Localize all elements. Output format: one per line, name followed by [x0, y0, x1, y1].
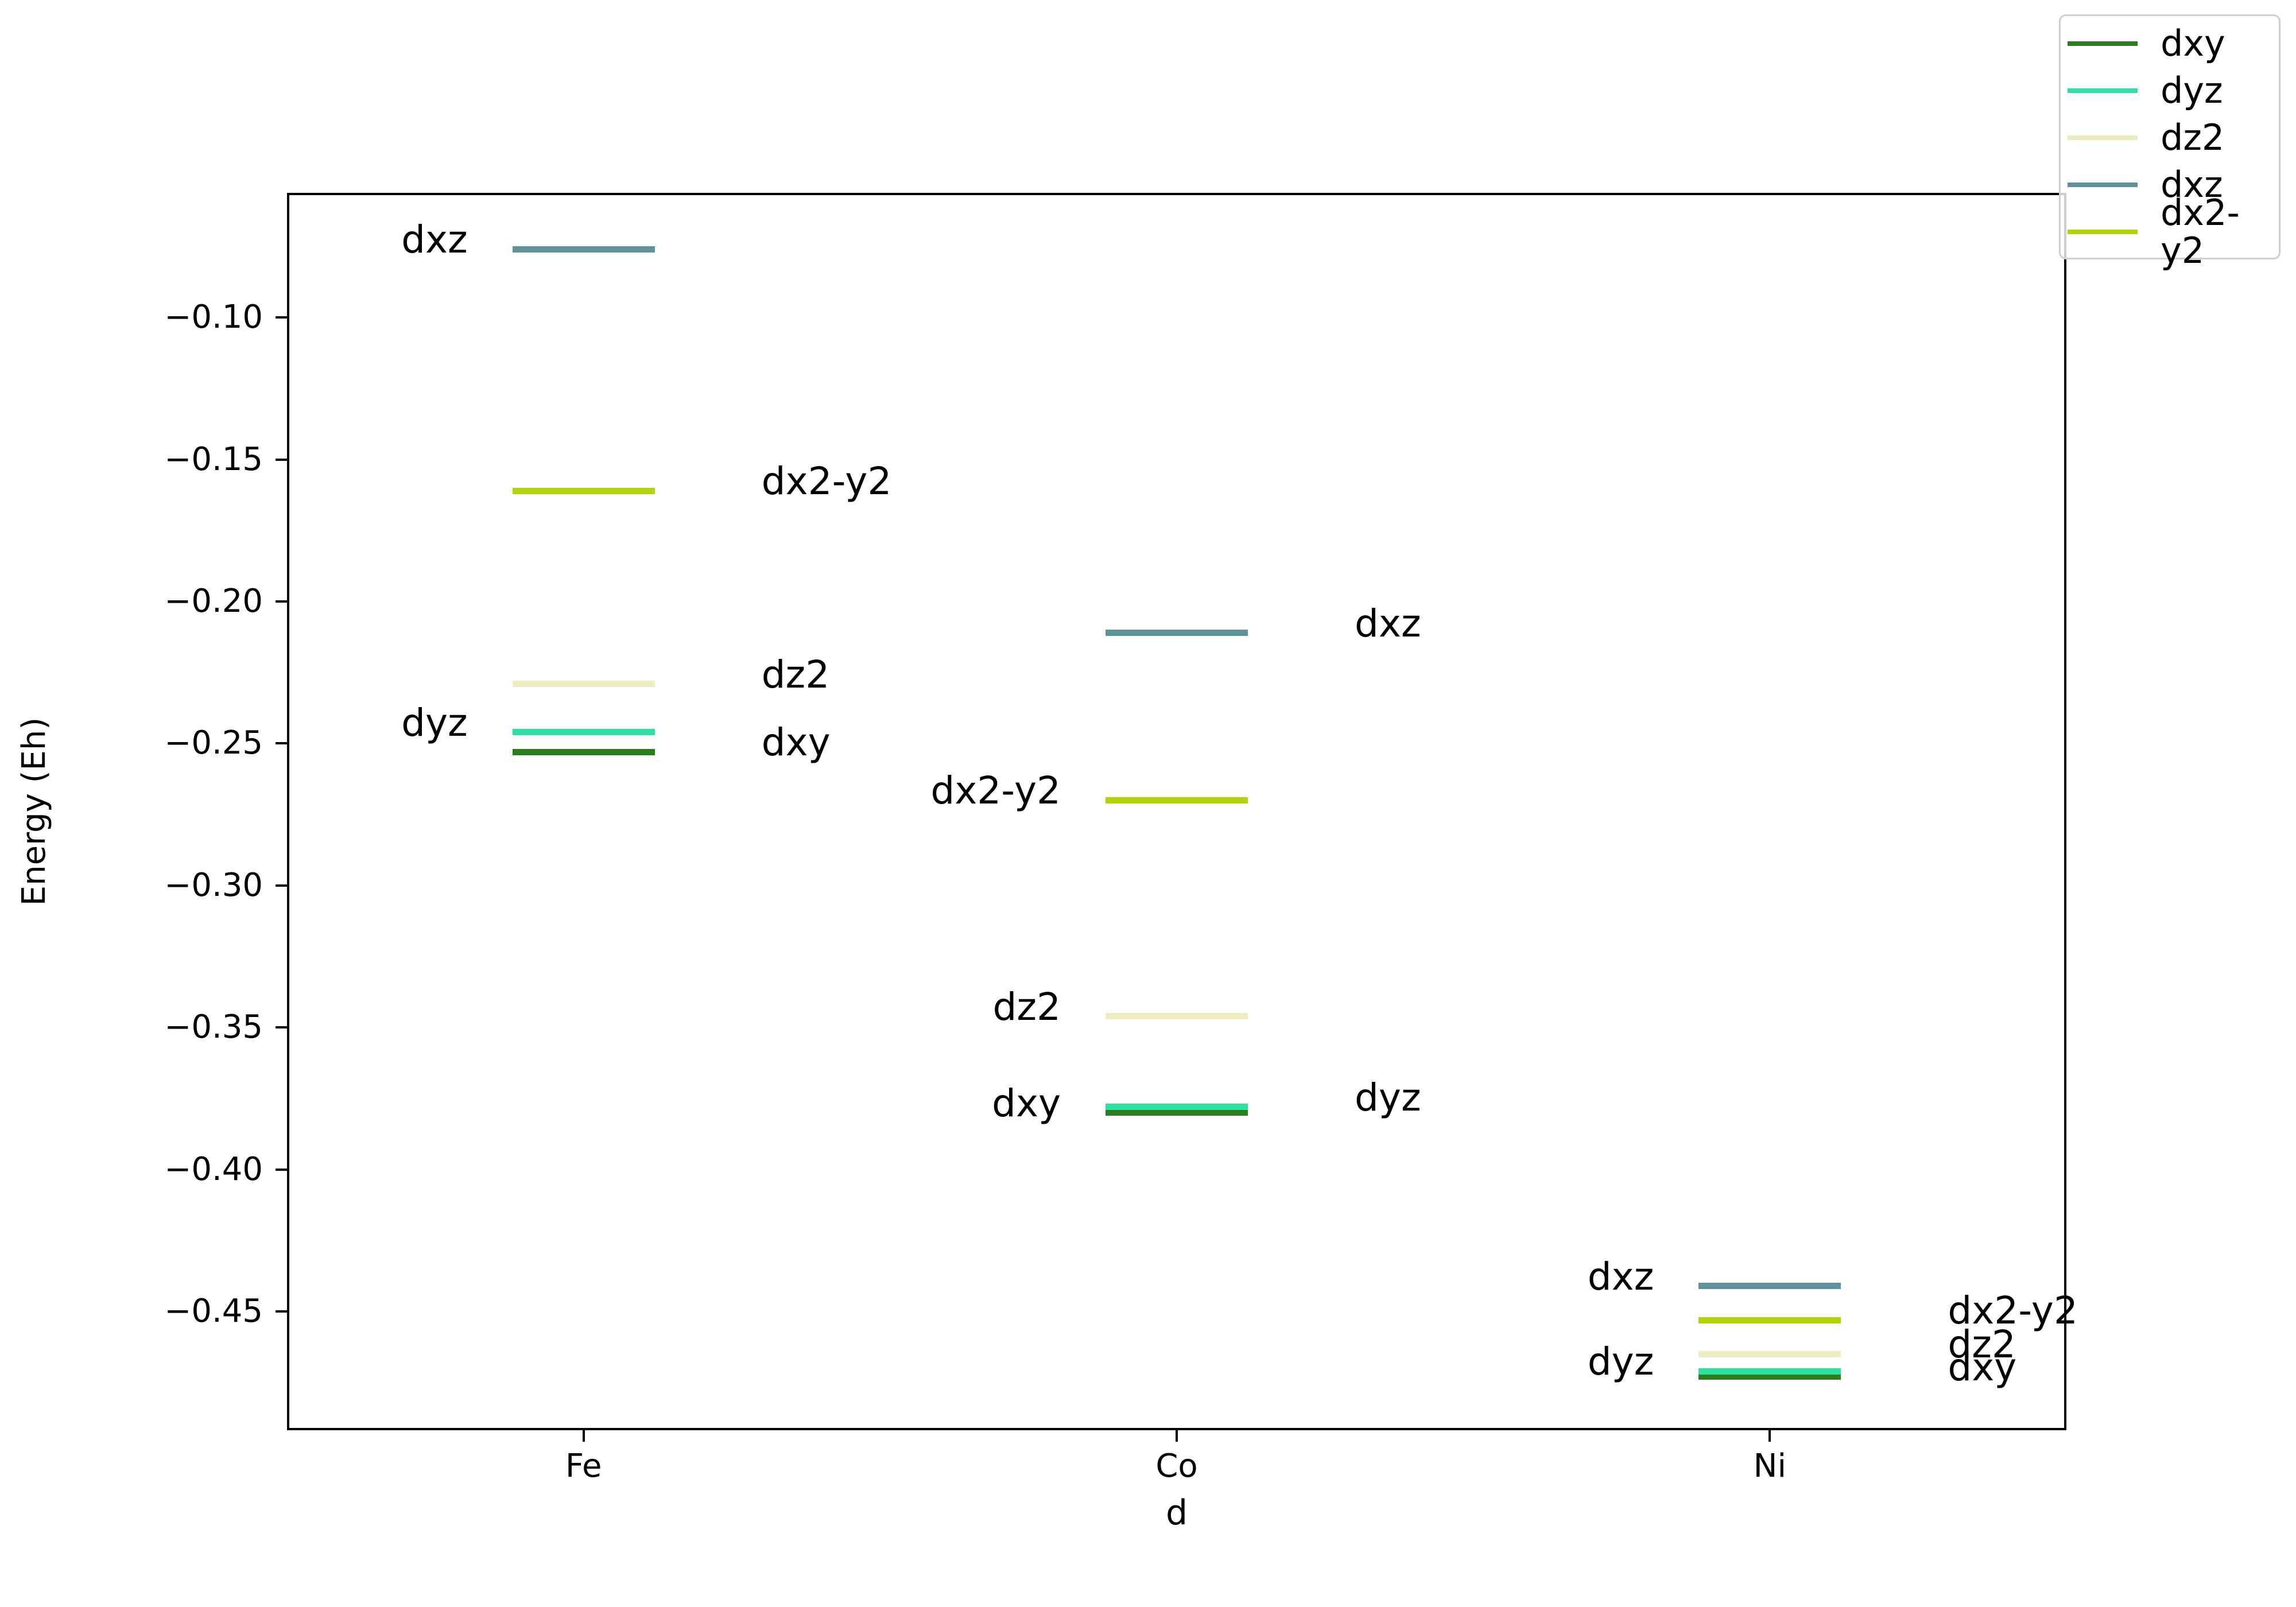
legend-entry-label: dxz: [2161, 164, 2223, 205]
legend-color-sample: [2068, 135, 2138, 140]
x-tick-mark: [1176, 1430, 1178, 1442]
energy-level-label: dz2: [992, 984, 1061, 1029]
energy-level-label: dyz: [401, 700, 468, 745]
legend-entry: dz2: [2061, 114, 2279, 161]
plot-area: [287, 193, 2066, 1430]
energy-level-line: [1698, 1368, 1841, 1375]
legend-entry-label: dxy: [2161, 22, 2225, 64]
energy-level-label: dxz: [401, 218, 468, 262]
legend-entry: dx2-y2: [2061, 194, 2279, 270]
energy-level-label: dyz: [1587, 1340, 1654, 1384]
energy-level-label: dxy: [1948, 1345, 2017, 1389]
energy-level-label: dz2: [1948, 1322, 2016, 1367]
legend-color-sample: [2068, 183, 2138, 187]
y-tick-mark: [276, 1310, 287, 1313]
y-tick-mark: [276, 1168, 287, 1171]
energy-level-line: [512, 681, 655, 688]
energy-level-label: dxz: [1587, 1254, 1654, 1299]
legend-color-sample: [2068, 230, 2138, 234]
y-tick-mark: [276, 316, 287, 319]
energy-level-label: dxy: [761, 720, 831, 765]
energy-level-label: dyz: [1355, 1075, 1421, 1120]
x-tick-label: Co: [1155, 1447, 1198, 1485]
legend-entry: dyz: [2061, 67, 2279, 114]
energy-level-label: dx2-y2: [930, 768, 1061, 813]
y-tick-mark: [276, 458, 287, 461]
energy-level-label: dxy: [991, 1081, 1061, 1125]
energy-level-label: dz2: [761, 652, 830, 697]
legend: dxy dyz dz2 dxz dx2-y2: [2059, 14, 2281, 270]
x-tick-mark: [582, 1430, 585, 1442]
y-axis-label: Energy (Eh): [15, 717, 53, 906]
y-tick-mark: [276, 742, 287, 745]
energy-level-line: [1106, 630, 1248, 636]
energy-level-label: dx2-y2: [1948, 1288, 2078, 1333]
energy-level-line: [1106, 1104, 1248, 1111]
y-tick-label: −0.10: [164, 298, 263, 336]
legend-entry: dxz: [2061, 161, 2279, 208]
x-tick-label: Ni: [1753, 1447, 1787, 1485]
legend-entry-label: dyz: [2161, 69, 2223, 111]
y-tick-label: −0.45: [164, 1292, 263, 1330]
y-tick-mark: [276, 600, 287, 603]
y-tick-label: −0.15: [164, 440, 263, 478]
legend-color-sample: [2068, 41, 2138, 46]
energy-level-line: [512, 729, 655, 736]
y-tick-label: −0.40: [164, 1150, 263, 1188]
energy-level-line: [512, 246, 655, 253]
x-tick-label: Fe: [565, 1447, 602, 1485]
energy-level-line: [512, 748, 655, 755]
legend-entry-label: dz2: [2161, 117, 2225, 158]
energy-level-label: dxz: [1355, 601, 1421, 646]
y-tick-mark: [276, 1026, 287, 1029]
legend-color-sample: [2068, 88, 2138, 93]
x-axis-label: d: [1165, 1493, 1188, 1533]
energy-level-line: [1698, 1350, 1841, 1357]
energy-level-line: [1106, 1109, 1248, 1116]
energy-level-line: [1698, 1317, 1841, 1323]
energy-level-line: [1698, 1373, 1841, 1380]
energy-level-line: [1106, 797, 1248, 804]
y-tick-label: −0.25: [164, 724, 263, 762]
energy-level-line: [1106, 1013, 1248, 1020]
y-tick-label: −0.35: [164, 1008, 263, 1046]
y-tick-mark: [276, 884, 287, 887]
legend-entry-label: dx2-y2: [2161, 192, 2240, 271]
x-tick-mark: [1768, 1430, 1771, 1442]
energy-level-line: [1698, 1283, 1841, 1290]
legend-entry: dxy: [2061, 20, 2279, 67]
y-tick-label: −0.30: [164, 866, 263, 904]
energy-level-label: dx2-y2: [761, 459, 892, 504]
y-tick-label: −0.20: [164, 583, 263, 620]
energy-level-line: [512, 487, 655, 494]
